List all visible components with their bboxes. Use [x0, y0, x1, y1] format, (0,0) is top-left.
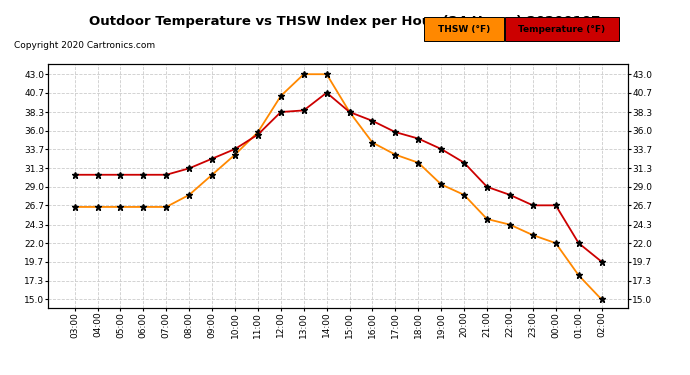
Text: Outdoor Temperature vs THSW Index per Hour (24 Hours) 20200107: Outdoor Temperature vs THSW Index per Ho… — [90, 15, 600, 28]
Text: THSW (°F): THSW (°F) — [438, 25, 490, 34]
Text: Copyright 2020 Cartronics.com: Copyright 2020 Cartronics.com — [14, 41, 155, 50]
Text: Temperature (°F): Temperature (°F) — [518, 25, 606, 34]
